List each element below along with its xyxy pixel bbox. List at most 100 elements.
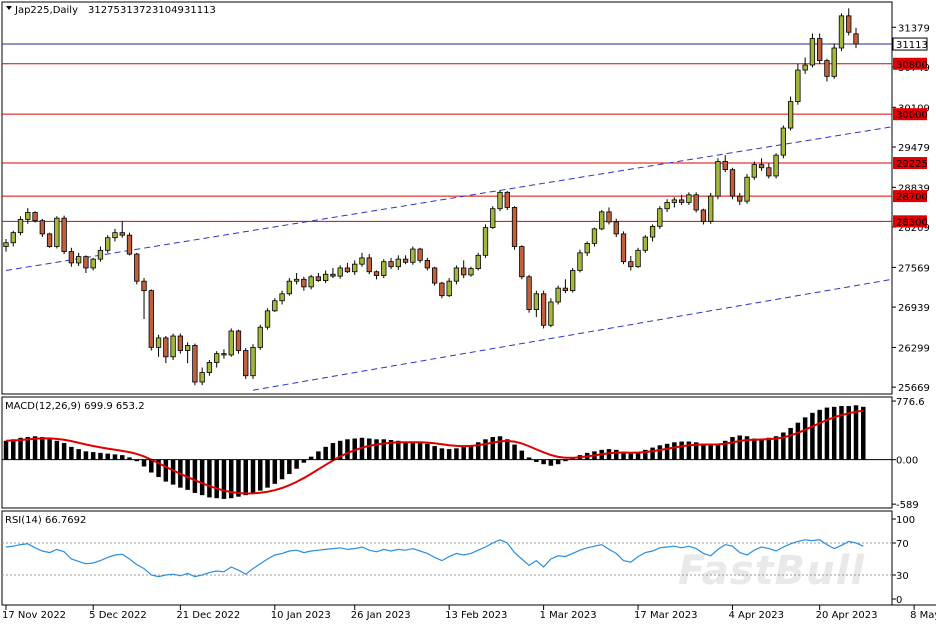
candle-body: [533, 293, 539, 310]
rsi-tick-label: 30: [896, 571, 909, 582]
candle-body: [293, 278, 300, 282]
level-tag-label: 28300: [896, 217, 928, 228]
candle-body: [315, 276, 322, 281]
level-tag-30800: [893, 57, 927, 70]
candle-body: [540, 293, 547, 326]
time-tick-label: 5 Dec 2022: [89, 610, 147, 621]
candle-body: [381, 261, 387, 276]
macd-bar: [170, 459, 176, 485]
candle-body: [671, 199, 678, 203]
macd-bar: [417, 442, 423, 460]
price-tick-label: 26299: [898, 343, 930, 354]
macd-bar: [396, 440, 401, 460]
candle-body: [802, 64, 808, 71]
macd-bar: [766, 437, 772, 460]
time-tick-label: 10 Jan 2023: [271, 610, 331, 621]
level-tag-28300: [893, 215, 927, 228]
macd-bar: [61, 443, 67, 460]
macd-bar: [301, 459, 307, 463]
macd-bar: [265, 459, 270, 488]
time-tick-label: 20 Apr 2023: [816, 610, 878, 621]
macd-bar: [432, 446, 437, 460]
macd-bar: [40, 437, 45, 460]
macd-bar: [839, 406, 844, 460]
candle-body: [308, 276, 314, 288]
candle-body: [112, 232, 118, 239]
macd-bar: [279, 459, 285, 480]
macd-bar: [258, 459, 263, 491]
candle-body: [693, 194, 699, 211]
candle-body: [344, 267, 351, 273]
candle-body: [424, 259, 431, 269]
level-tag-30000: [893, 108, 927, 121]
candle-body: [25, 212, 31, 220]
candle-body: [61, 217, 67, 252]
macd-bar: [323, 446, 328, 460]
candle-body: [708, 195, 714, 222]
macd-bar: [650, 447, 655, 460]
candle-body: [373, 271, 380, 276]
macd-bar: [512, 444, 517, 460]
macd-bar: [497, 436, 503, 460]
macd-bar: [352, 438, 357, 460]
macd-bar: [693, 442, 699, 460]
macd-bar: [330, 443, 336, 460]
macd-bar: [76, 449, 81, 460]
macd-bar: [54, 440, 60, 460]
macd-bar: [526, 457, 532, 460]
rsi-tick-label: 0: [896, 595, 902, 606]
macd-bar: [483, 439, 488, 460]
macd-bar: [643, 449, 648, 460]
candle-body: [126, 234, 133, 255]
macd-bar: [795, 422, 801, 460]
candle-body: [243, 350, 249, 377]
macd-bar: [141, 459, 147, 467]
level-tag-label: 30000: [896, 110, 928, 121]
candle-body: [54, 217, 60, 247]
candle-body: [628, 261, 634, 268]
time-tick-label: 17 Nov 2022: [2, 610, 66, 621]
macd-bar: [69, 446, 74, 460]
macd-bar: [752, 438, 757, 460]
candle-body: [838, 15, 845, 49]
time-tick-label: 13 Feb 2023: [445, 610, 507, 621]
candle-body: [388, 261, 394, 268]
macd-bar: [846, 406, 851, 460]
price-tick-label: 28209: [898, 223, 930, 234]
macd-bar: [410, 442, 416, 460]
candle-body: [787, 101, 794, 129]
candle-body: [773, 154, 779, 177]
macd-bar: [127, 457, 132, 460]
macd-bar: [555, 459, 561, 465]
candle-body: [359, 257, 365, 265]
rsi-tick-label: 100: [896, 515, 915, 526]
macd-bar: [505, 439, 510, 460]
candle-body: [192, 345, 198, 383]
candle-body: [119, 232, 125, 236]
macd-bar: [737, 435, 743, 460]
candle-body: [330, 273, 336, 277]
candle-body: [366, 257, 372, 273]
candle-body: [824, 60, 830, 77]
candle-body: [410, 248, 416, 263]
candle-body: [105, 237, 111, 251]
macd-bar: [534, 459, 539, 462]
candle-body: [519, 246, 525, 278]
macd-bar: [672, 442, 677, 460]
candle-body: [817, 38, 823, 62]
macd-bar: [25, 437, 31, 460]
candle-body: [649, 225, 656, 238]
macd-bar: [606, 449, 612, 460]
macd-bar: [570, 458, 575, 460]
macd-bar: [679, 441, 684, 460]
symbol-label: Jap225,Daily: [14, 5, 78, 16]
candle-body: [657, 208, 663, 227]
candle-body: [606, 211, 612, 223]
upper-channel-line: [5, 126, 893, 271]
candle-body: [511, 207, 518, 247]
time-tick-label: 17 Mar 2023: [634, 610, 697, 621]
macd-bar: [199, 459, 205, 496]
time-tick-label: 8 May 2023: [910, 610, 936, 621]
candle-body: [846, 15, 852, 33]
